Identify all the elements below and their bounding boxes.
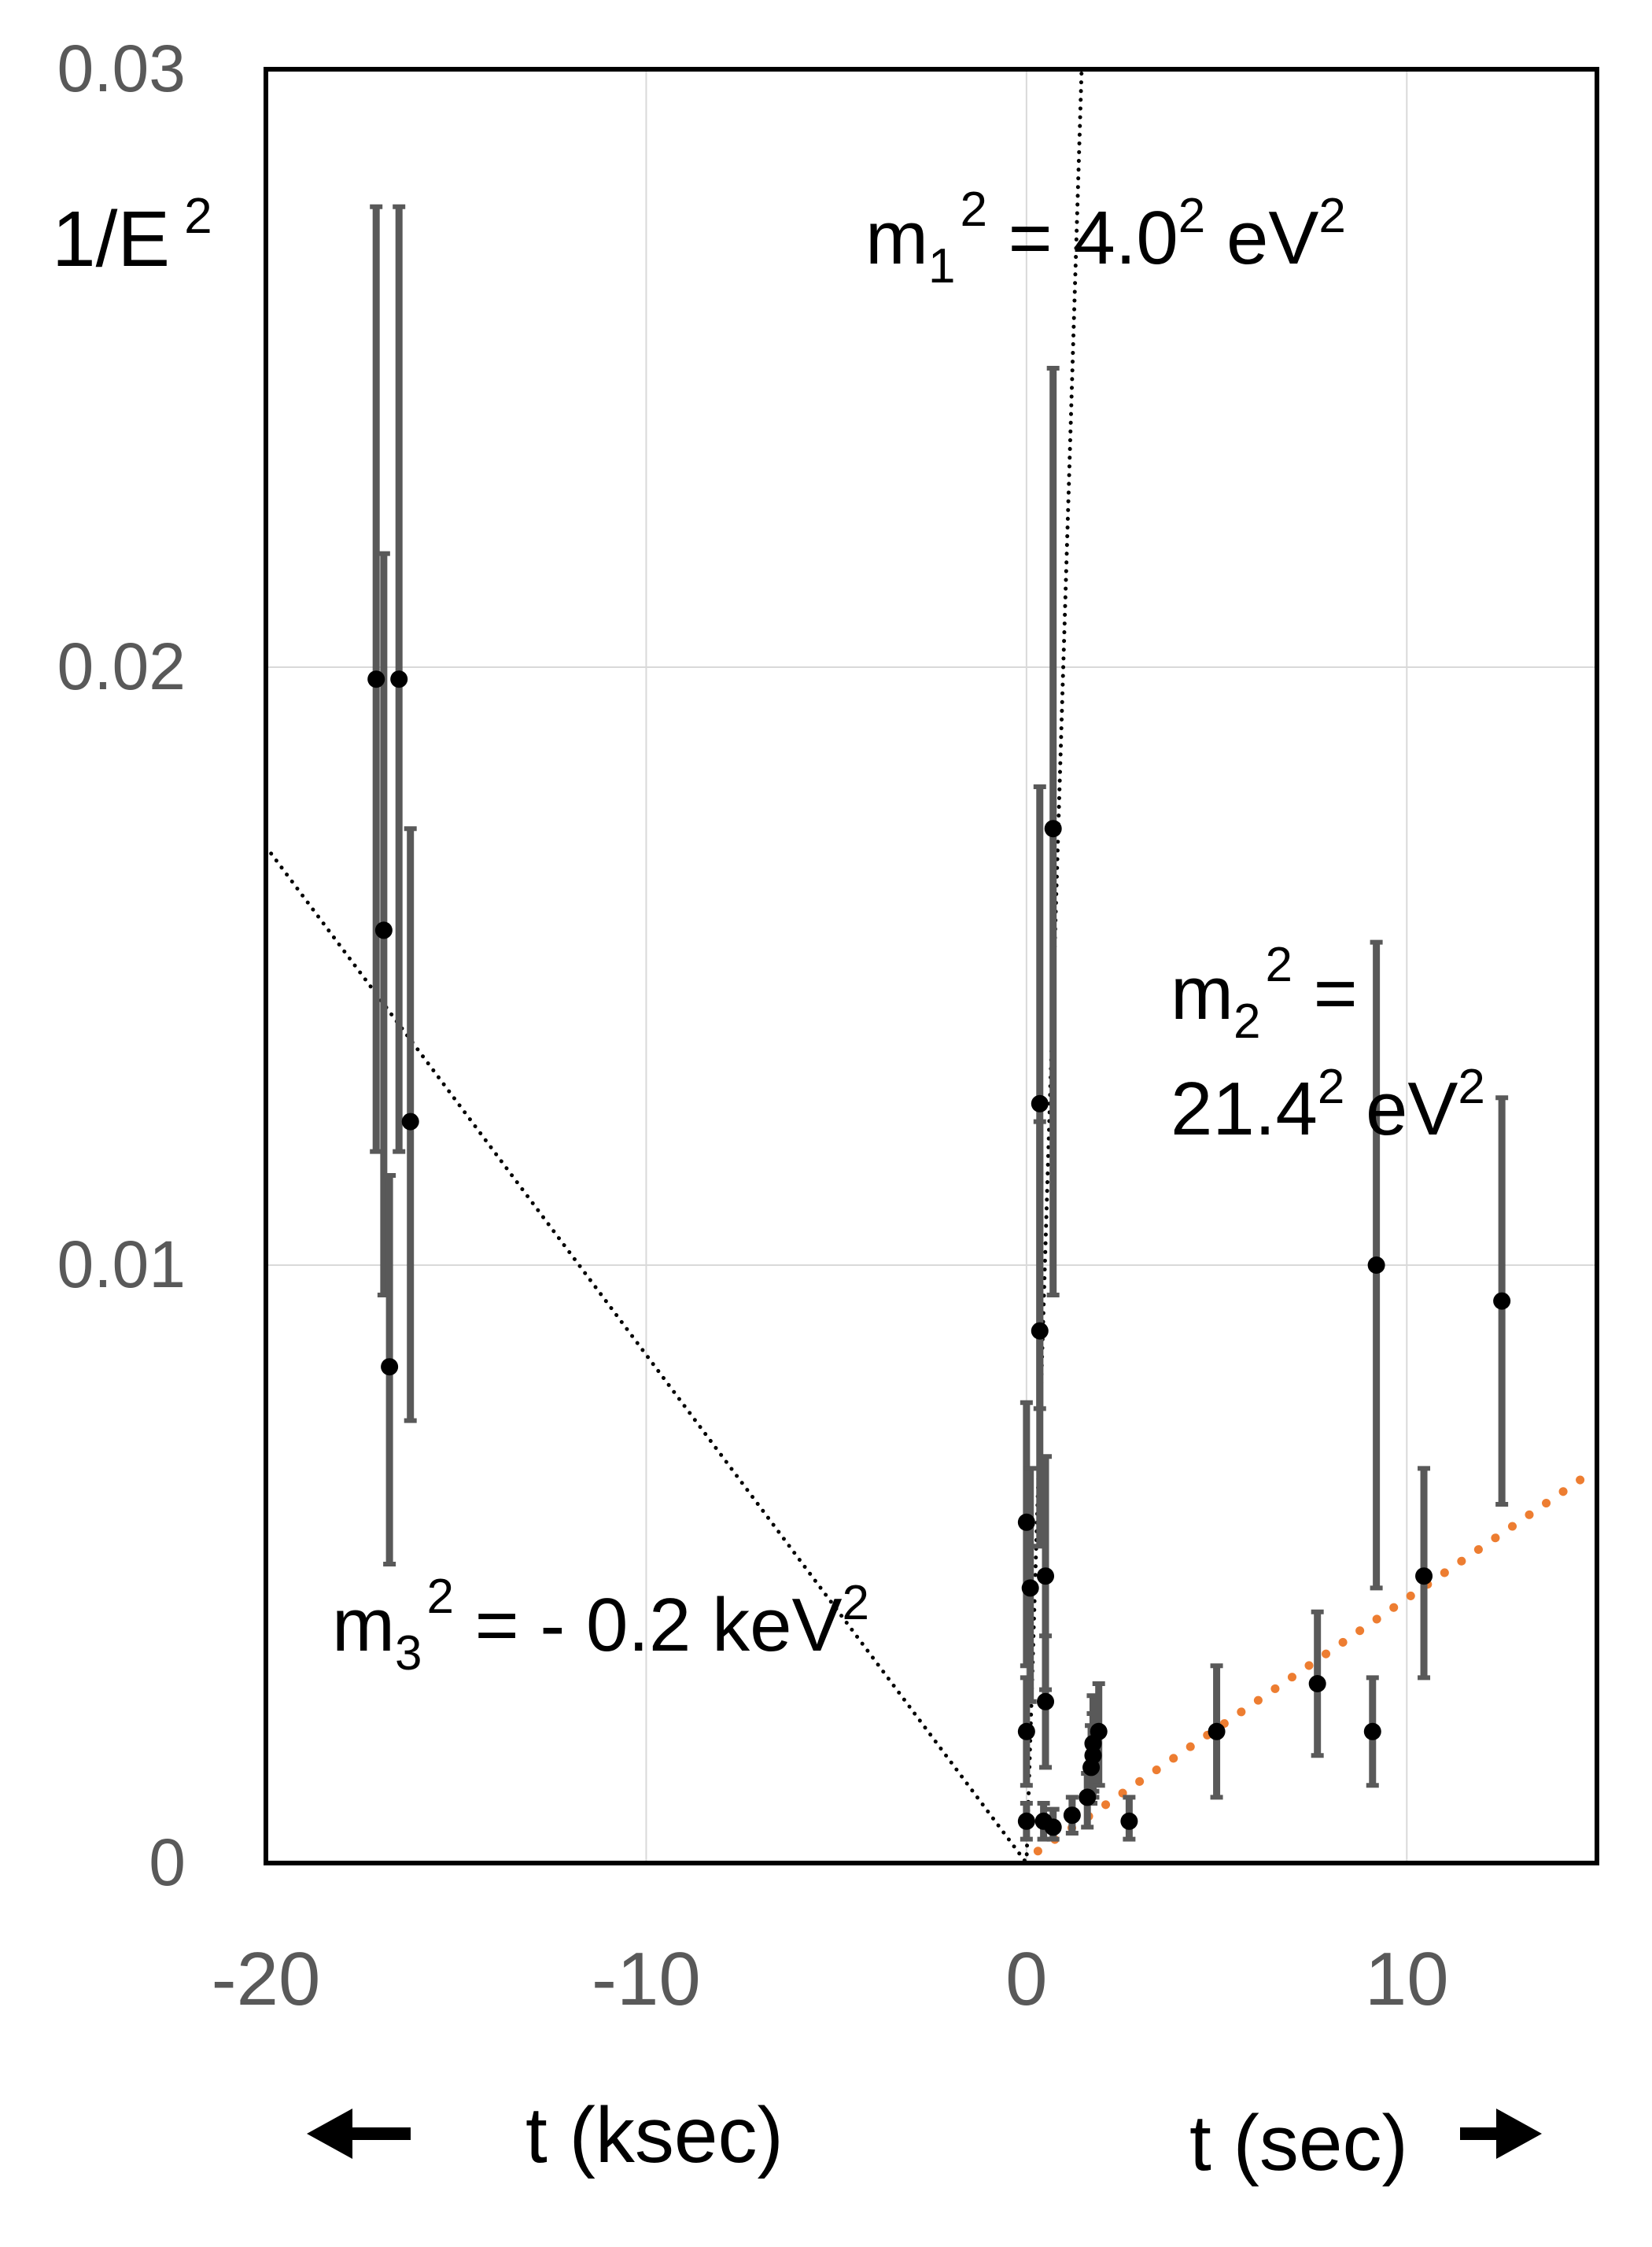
x-tick-label: 0: [1005, 1937, 1047, 2021]
annotation-m2-value: 21.42 eV2: [1171, 1060, 1485, 1151]
arrow-left-icon: [307, 2109, 411, 2159]
y-tick-label: 0.02: [57, 629, 186, 703]
data-point: [1031, 1094, 1049, 1112]
data-point: [381, 1358, 399, 1376]
y-axis-title: 1/E 2: [52, 187, 212, 283]
fit-lines: [264, 67, 1602, 1865]
data-point: [1037, 1692, 1055, 1710]
data-point: [1044, 820, 1062, 838]
plot-frame: [264, 67, 1599, 1865]
data-point: [1367, 1256, 1385, 1274]
data-points: [367, 670, 1511, 1836]
data-point: [1017, 1513, 1035, 1531]
arrow-right-icon: [1460, 2109, 1542, 2159]
data-point: [1017, 1812, 1035, 1830]
data-point: [1363, 1722, 1381, 1740]
data-point: [1063, 1806, 1081, 1825]
annotation-m2: m22 =: [1171, 938, 1358, 1049]
data-point: [1415, 1567, 1433, 1585]
data-point: [1044, 1818, 1062, 1836]
y-tick-label: 0.01: [57, 1227, 186, 1301]
y-tick-label: 0.03: [57, 31, 186, 105]
data-point: [374, 921, 393, 939]
x-tick-labels: -20 -10 0 10: [212, 1937, 1449, 2021]
data-point: [1017, 1722, 1035, 1740]
x-tick-label: 10: [1365, 1937, 1449, 2021]
annotation-m1: m12 = 4.02 eV2: [865, 183, 1346, 293]
data-point: [1079, 1788, 1097, 1806]
data-point: [1120, 1812, 1138, 1830]
x-tick-label: -10: [592, 1937, 701, 2021]
data-point: [1084, 1747, 1102, 1765]
data-point: [1021, 1579, 1039, 1597]
data-point: [1090, 1722, 1108, 1740]
y-tick-label: 0: [149, 1825, 186, 1899]
x-tick-label: -20: [212, 1937, 321, 2021]
data-point: [367, 670, 385, 688]
y-tick-labels: 0 0.01 0.02 0.03: [57, 31, 186, 1899]
data-point: [401, 1112, 419, 1131]
data-point: [1031, 1322, 1049, 1340]
data-point: [390, 670, 408, 688]
data-point: [1308, 1675, 1326, 1692]
x-axis-title-ksec: t (ksec): [525, 2091, 784, 2179]
annotation-m3: m32 = - 0.2 keV2: [332, 1570, 869, 1681]
fit-line-2: [264, 844, 1029, 1865]
data-point: [1493, 1292, 1511, 1310]
data-point: [1037, 1567, 1055, 1585]
x-axis-title-sec: t (sec): [1189, 2099, 1408, 2187]
data-point: [1208, 1722, 1226, 1740]
